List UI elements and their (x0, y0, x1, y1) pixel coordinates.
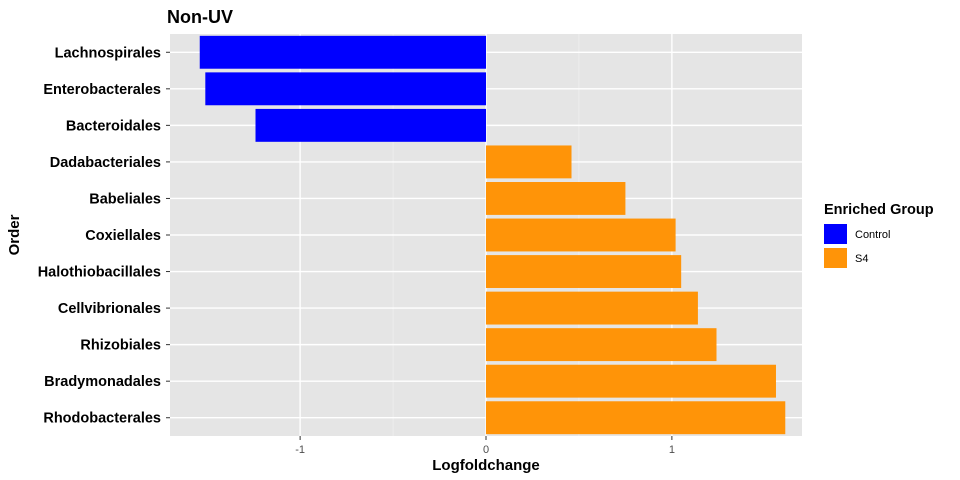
legend-label: S4 (855, 253, 868, 265)
x-tick-label: -1 (295, 444, 305, 456)
y-axis: Lachnospirales Enterobacterales Bacteroida… (38, 45, 170, 427)
bar-bacteroidales (255, 108, 486, 142)
category-label: Cellvibrionales (58, 301, 161, 317)
bar-coxiellales (486, 218, 676, 252)
category-label: Coxiellales (85, 228, 161, 244)
legend-items: Control S4 (824, 224, 890, 268)
chart-title: Non-UV (167, 7, 233, 27)
bars (199, 35, 786, 435)
legend-key-control (824, 224, 847, 244)
x-tick-label: 0 (483, 444, 489, 456)
legend-key-s4 (824, 248, 847, 268)
category-label: Bacteroidales (66, 118, 161, 134)
bar-halothiobacillales (486, 255, 682, 288)
legend: Enriched Group Control S4 (824, 202, 934, 268)
x-axis: -1 0 1 (295, 436, 675, 456)
category-label: Bradymonadales (44, 374, 161, 390)
legend-title: Enriched Group (824, 202, 934, 218)
category-label: Halothiobacillales (38, 265, 161, 281)
x-axis-title: Logfoldchange (432, 457, 540, 474)
y-axis-title: Order (6, 214, 23, 255)
bar-dadabacteriales (486, 145, 572, 179)
bar-cellvibrionales (486, 291, 698, 325)
category-label: Lachnospirales (55, 45, 161, 61)
category-label: Babeliales (89, 191, 161, 207)
legend-label: Control (855, 229, 890, 241)
category-label: Enterobacterales (43, 82, 161, 98)
bar-rhodobacterales (486, 401, 786, 435)
bar-rhizobiales (486, 328, 717, 362)
bar-babeliales (486, 182, 626, 215)
category-label: Rhodobacterales (43, 411, 161, 427)
category-label: Dadabacteriales (50, 155, 161, 171)
bar-bradymonadales (486, 364, 776, 398)
x-tick-label: 1 (669, 444, 675, 456)
bar-lachnospirales (199, 35, 486, 69)
bar-enterobacterales (205, 72, 487, 106)
category-label: Rhizobiales (80, 338, 161, 354)
